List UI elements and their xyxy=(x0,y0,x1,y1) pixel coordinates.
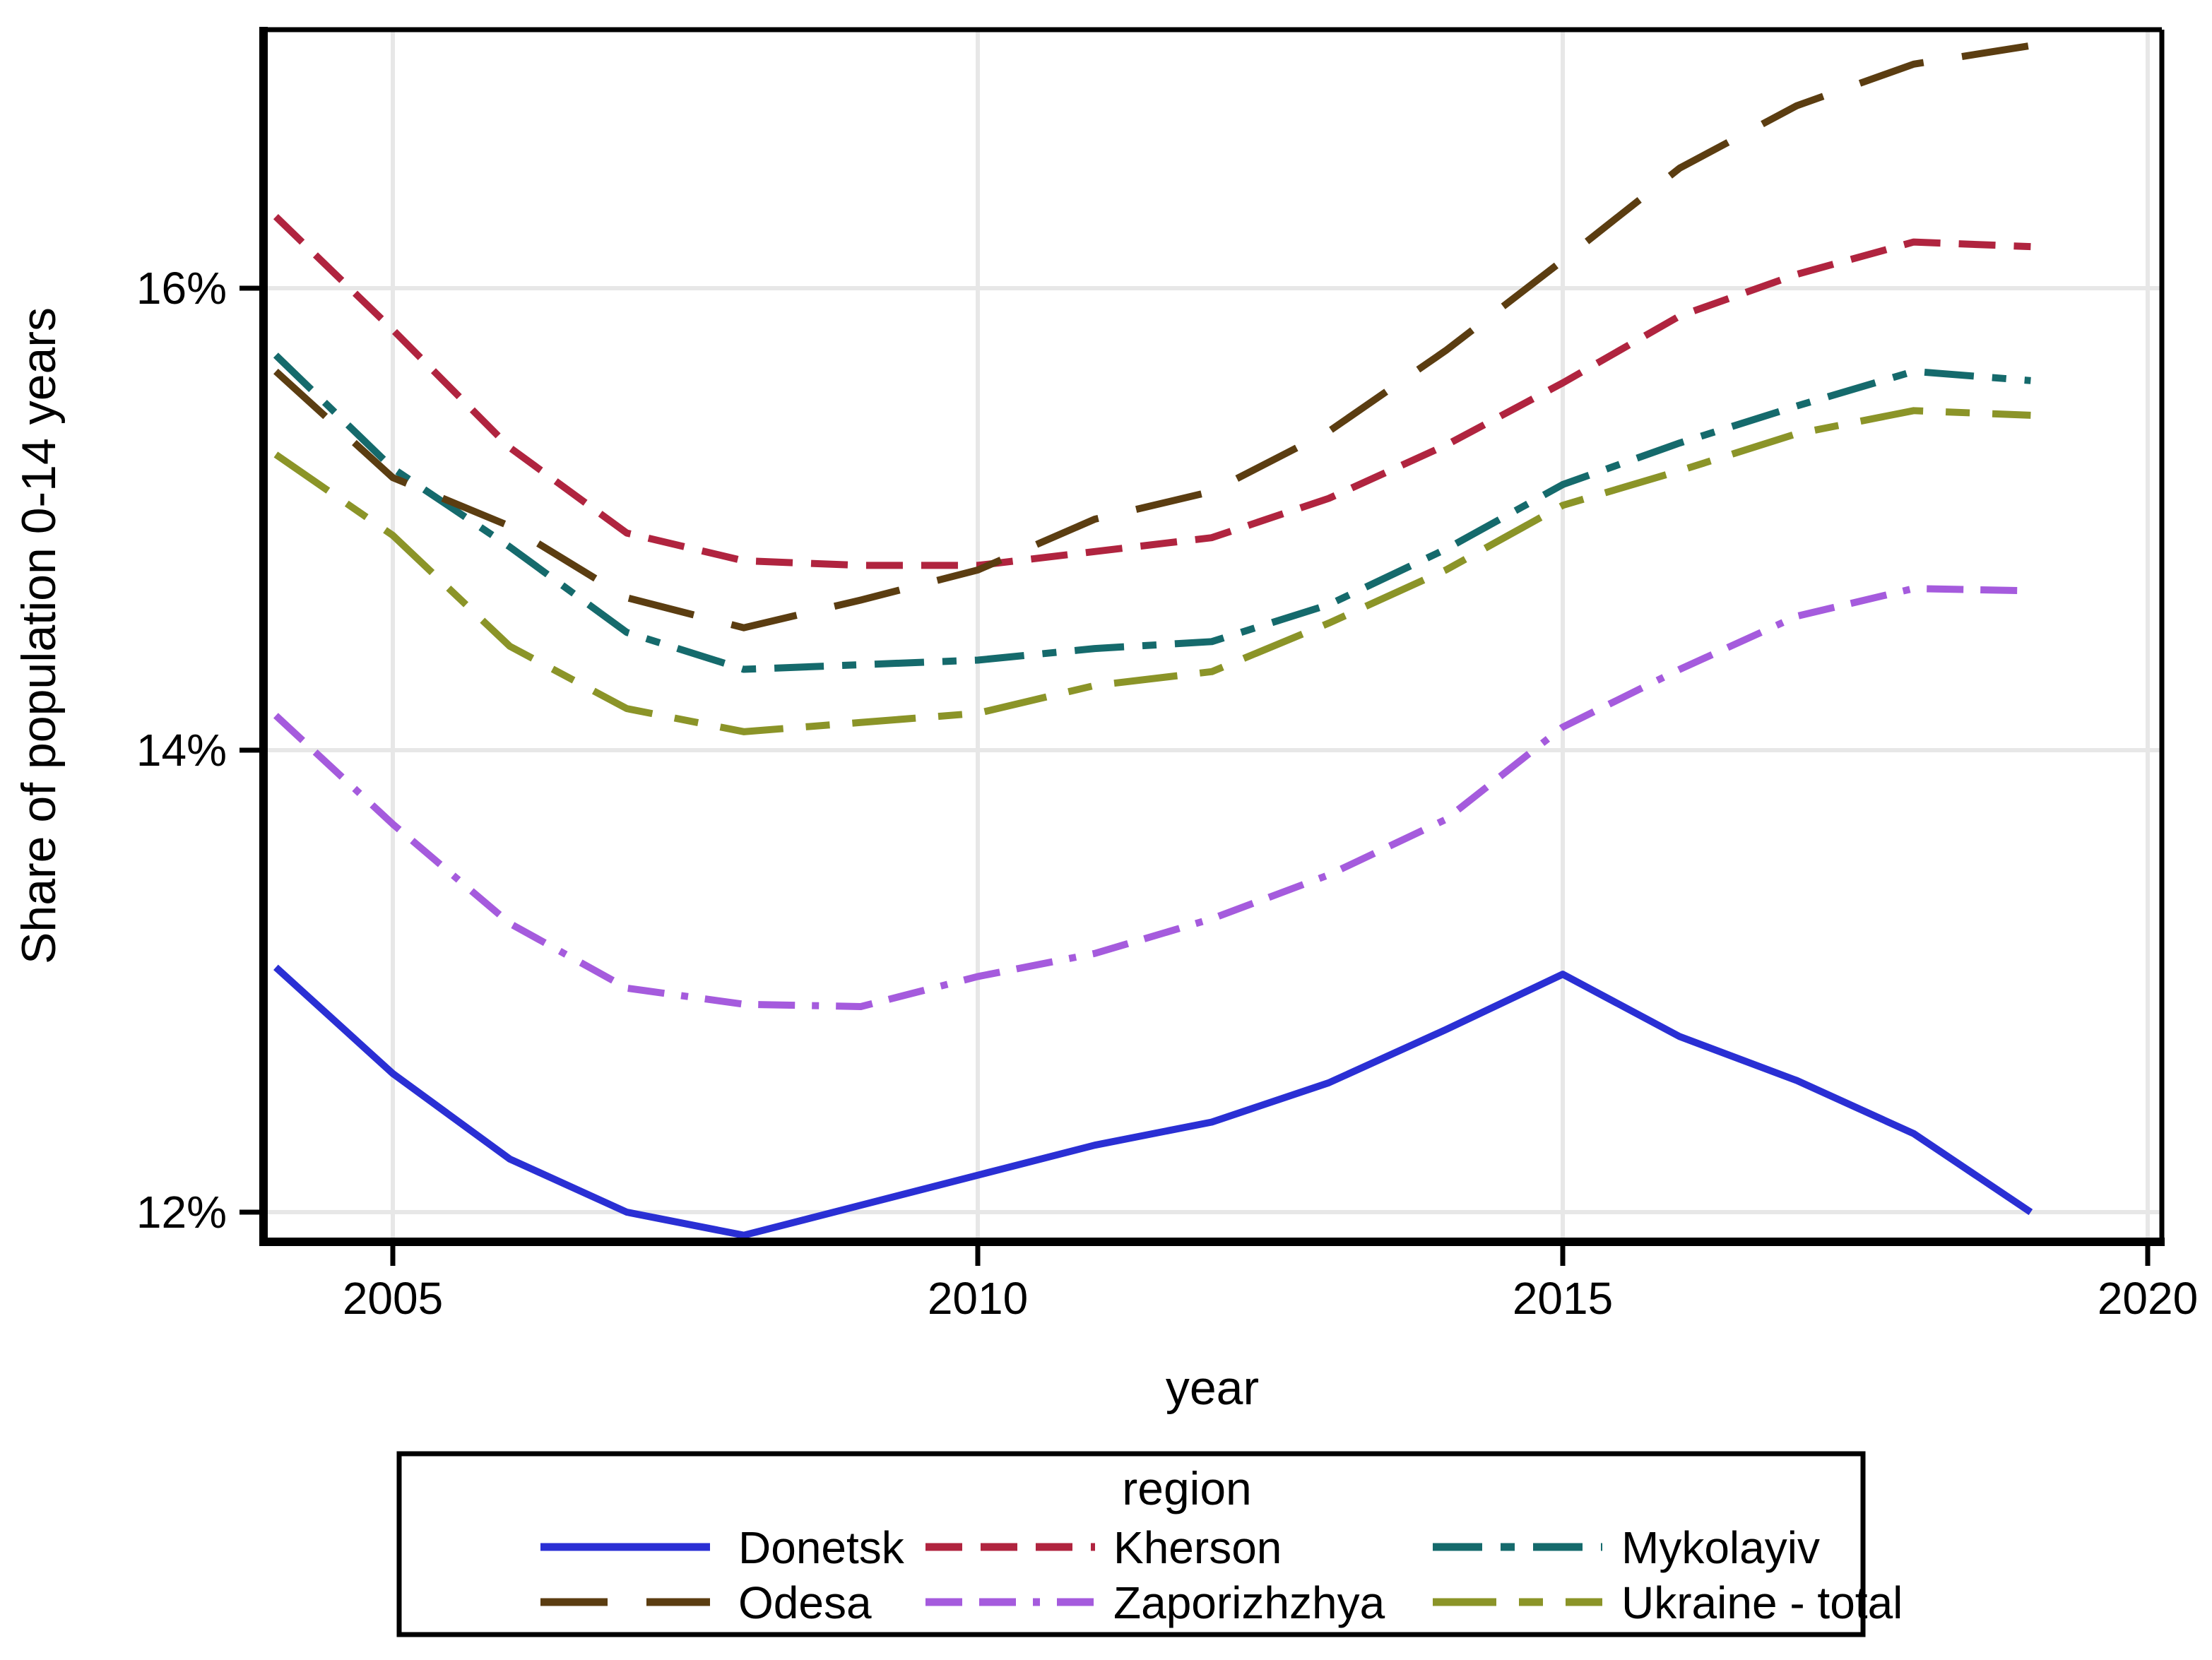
legend-label-zaporizhzhya: Zaporizhzhya xyxy=(1113,1577,1385,1628)
legend-title: region xyxy=(1122,1462,1251,1514)
gridlines xyxy=(264,30,2162,1242)
series-line-ukraine-total xyxy=(273,407,2031,735)
y-axis-title: Share of population 0-14 years xyxy=(12,307,66,964)
axis-ticks xyxy=(239,285,2151,1266)
tick-labels: 12% 14% 16% 2005 2010 2015 2020 xyxy=(136,263,2198,1324)
legend-label-donetsk: Donetsk xyxy=(738,1522,905,1573)
y-tick-label: 16% xyxy=(136,263,227,314)
x-tick-label: 2005 xyxy=(343,1273,443,1324)
series-line-mykolayiv xyxy=(273,352,2031,673)
plot-border xyxy=(259,27,2165,1246)
legend-label-mykolayiv: Mykolayiv xyxy=(1621,1522,1820,1573)
series-line-donetsk xyxy=(273,964,2033,1239)
y-tick-label: 12% xyxy=(136,1187,227,1238)
x-tick-label: 2020 xyxy=(2098,1273,2198,1324)
legend-label-odesa: Odesa xyxy=(738,1577,872,1628)
legend: region Donetsk Kherson Mykolayiv Odesa Zapori… xyxy=(396,1451,1903,1637)
series-line-zaporizhzhya xyxy=(273,585,2031,1010)
legend-label-kherson: Kherson xyxy=(1113,1522,1282,1573)
y-tick-label: 14% xyxy=(136,725,227,776)
x-axis-title: year xyxy=(1166,1361,1259,1415)
legend-label-ukraine-total: Ukraine - total xyxy=(1621,1577,1903,1628)
series-line-odesa xyxy=(273,42,2032,632)
series-line-kherson xyxy=(273,214,2031,569)
series-lines xyxy=(273,42,2033,1239)
x-tick-label: 2010 xyxy=(928,1273,1028,1324)
x-tick-label: 2015 xyxy=(1513,1273,1613,1324)
